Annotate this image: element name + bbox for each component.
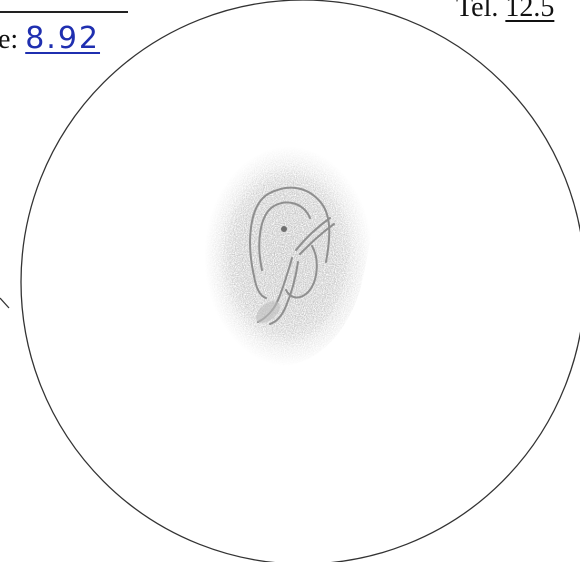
edge-tick [0, 297, 10, 309]
left-header: e: 8.92 [0, 24, 100, 54]
right-value-fragment: 12.5 [505, 0, 555, 23]
right-label-fragment: Tel. [456, 0, 499, 23]
right-header: Tel. 12.5 [456, 0, 554, 22]
nebula-shading [204, 146, 373, 367]
left-handwritten-value: 8.92 [25, 21, 101, 56]
eyepiece-field-circle [20, 0, 580, 562]
left-label-fragment: e: [0, 24, 19, 55]
tail-glow [256, 301, 280, 323]
central-star [281, 226, 287, 232]
nebula-structure [249, 186, 335, 325]
